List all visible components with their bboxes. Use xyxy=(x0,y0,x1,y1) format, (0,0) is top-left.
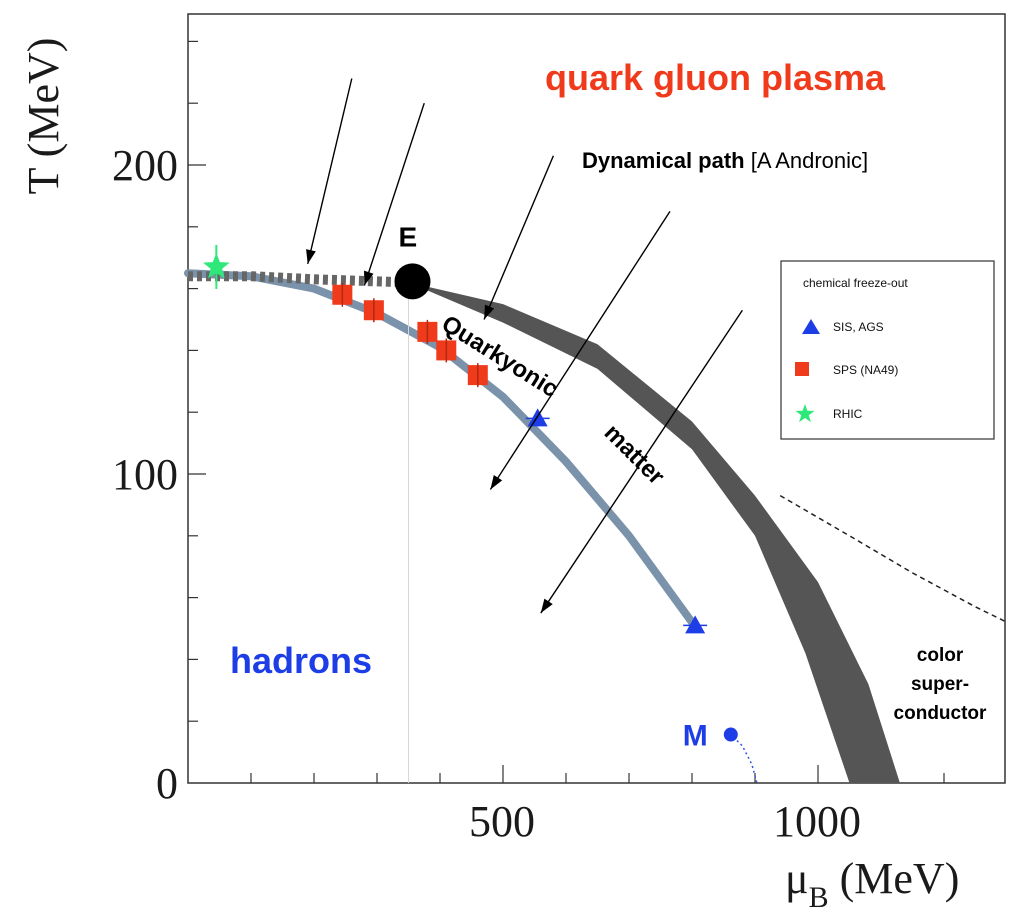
nuclear-matter-point xyxy=(723,727,738,742)
y-axis-title: T (MeV) xyxy=(19,38,68,195)
dynamical-path-annotation: Dynamical path [A Andronic] xyxy=(582,148,868,173)
arrowhead-icon xyxy=(484,304,495,320)
arrowhead-icon xyxy=(306,249,316,264)
annotation-normal: [A Andronic] xyxy=(745,148,869,173)
hadrons-label: hadrons xyxy=(230,640,372,681)
legend-entry-sps: SPS (NA49) xyxy=(833,363,898,377)
dynamical-path-arrow xyxy=(363,102,425,286)
matter-label: matter xyxy=(599,419,670,490)
x-tick-label-1000: 1000 xyxy=(773,797,861,846)
csc-label-line1: color xyxy=(917,645,964,666)
legend-square-icon xyxy=(795,362,809,376)
x-tick-label-500: 500 xyxy=(469,797,535,846)
dynamical-path-arrow xyxy=(483,155,555,320)
transition-band-area xyxy=(408,282,900,783)
legend-entry-sis-ags: SIS, AGS xyxy=(833,320,884,334)
legend-title: chemical freeze-out xyxy=(803,276,908,290)
arrowhead-icon xyxy=(364,270,374,286)
x-axis-unit: (MeV) xyxy=(829,854,960,903)
transition-band xyxy=(408,282,900,783)
nuclear-matter-label: M xyxy=(683,720,708,753)
minor-ticks xyxy=(188,40,945,783)
y-tick-label-200: 200 xyxy=(112,141,178,190)
x-axis-sub: B xyxy=(809,881,829,914)
x-axis-title: μB (MeV) xyxy=(785,854,959,914)
rhic-star-marker xyxy=(203,253,230,279)
annotation-bold: Dynamical path xyxy=(582,148,745,173)
legend-box xyxy=(780,260,995,440)
legend-entry-rhic: RHIC xyxy=(833,407,863,421)
crossover-dashed-line xyxy=(188,271,409,288)
csc-label-line3: conductor xyxy=(894,703,987,724)
nuclear-matter-line xyxy=(729,733,758,784)
csc-label-line2: super- xyxy=(911,674,969,695)
legend-triangle-icon xyxy=(802,319,820,334)
critical-point-e xyxy=(394,263,431,300)
legend: chemical freeze-out SIS, AGS SPS (NA49) … xyxy=(780,260,995,440)
qgp-label: quark gluon plasma xyxy=(545,57,886,98)
arrowhead-icon xyxy=(490,474,503,490)
plot-frame xyxy=(187,13,1006,784)
critical-point-e-label: E xyxy=(399,221,418,252)
dynamical-path-arrow xyxy=(489,210,671,490)
dynamical-path-arrow xyxy=(307,78,353,265)
arrowhead-icon xyxy=(540,598,553,614)
y-tick-label-100: 100 xyxy=(112,450,178,499)
sis-ags-triangle-marker xyxy=(685,615,706,634)
legend-star-icon xyxy=(795,404,815,423)
y-tick-label-0: 0 xyxy=(156,759,178,808)
dynamical-path-arrows xyxy=(306,78,743,614)
dynamical-path-arrow xyxy=(540,309,743,614)
x-axis-mu: μ xyxy=(785,854,809,903)
csc-boundary-line xyxy=(779,494,1008,623)
